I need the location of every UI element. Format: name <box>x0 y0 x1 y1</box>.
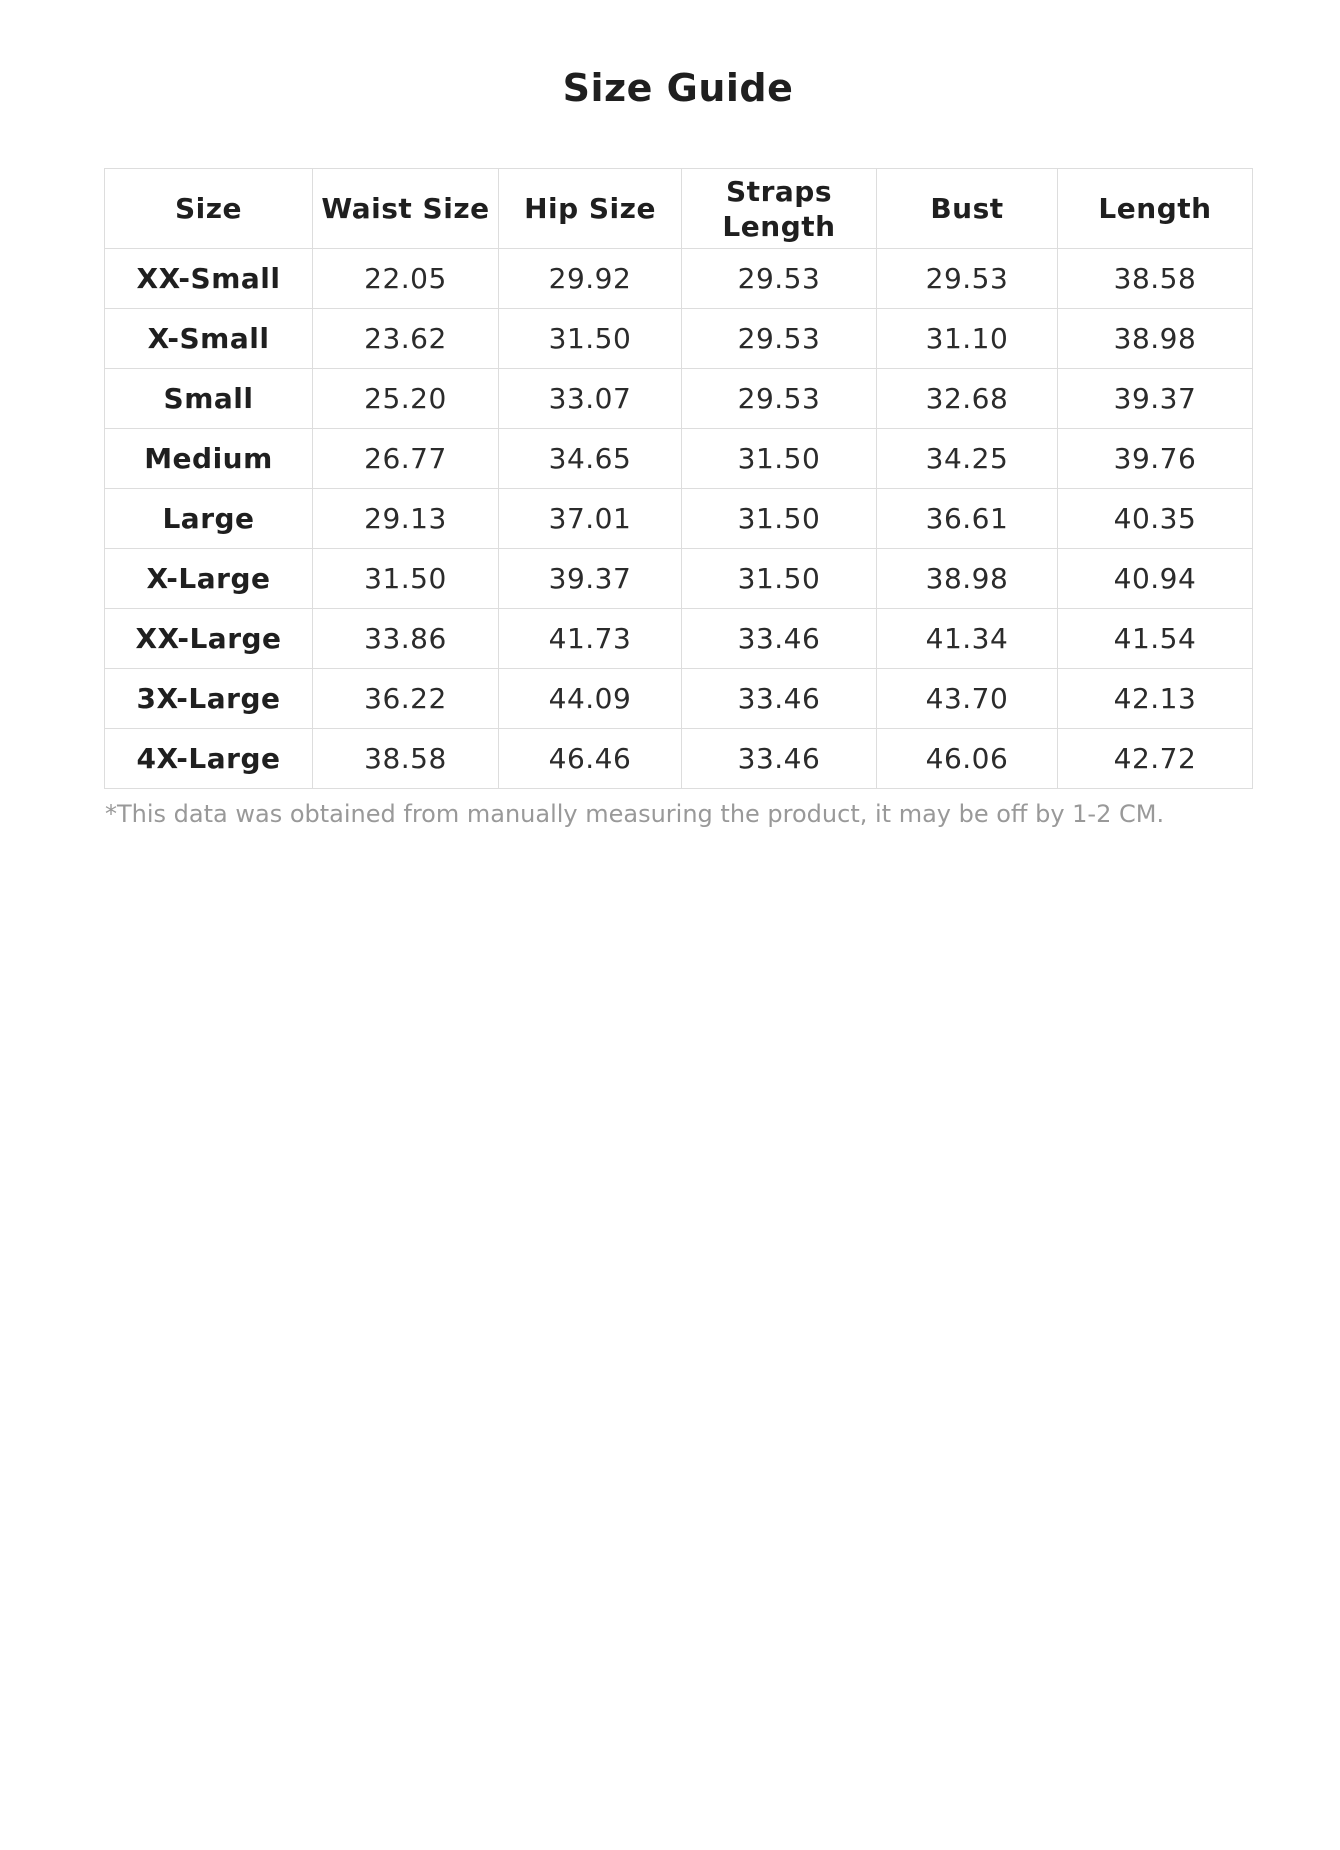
measurement-cell: 41.54 <box>1057 608 1253 669</box>
header-row: Size Waist Size Hip Size Straps Length Bust L… <box>104 168 1253 249</box>
table-row: 4X-Large 38.58 46.46 33.46 46.06 42.72 <box>104 728 1253 789</box>
table-row: 3X-Large 36.22 44.09 33.46 43.70 42.13 <box>104 668 1253 729</box>
measurement-cell: 26.77 <box>312 428 499 489</box>
measurement-cell: 29.53 <box>681 368 877 429</box>
measurement-cell: 29.13 <box>312 488 499 549</box>
measurement-cell: 23.62 <box>312 308 499 369</box>
size-label-cell: X-Small <box>104 308 313 369</box>
measurement-cell: 39.37 <box>1057 368 1253 429</box>
measurement-cell: 39.37 <box>498 548 682 609</box>
size-guide-table: Size Waist Size Hip Size Straps Length Bust L… <box>104 168 1253 789</box>
measurement-cell: 41.73 <box>498 608 682 669</box>
measurement-cell: 31.50 <box>312 548 499 609</box>
size-label-cell: 3X-Large <box>104 668 313 729</box>
measurement-cell: 46.46 <box>498 728 682 789</box>
measurement-cell: 34.65 <box>498 428 682 489</box>
table-row: Medium 26.77 34.65 31.50 34.25 39.76 <box>104 428 1253 489</box>
size-guide-section: Size Guide Size Waist Size Hip Size Straps … <box>104 65 1253 829</box>
measurement-cell: 43.70 <box>876 668 1058 729</box>
table-row: Small 25.20 33.07 29.53 32.68 39.37 <box>104 368 1253 429</box>
measurement-cell: 31.50 <box>498 308 682 369</box>
column-header-bust: Bust <box>876 168 1058 249</box>
measurement-cell: 29.53 <box>681 248 877 309</box>
size-label-cell: Small <box>104 368 313 429</box>
measurement-disclaimer: *This data was obtained from manually me… <box>105 800 1165 828</box>
measurement-cell: 31.10 <box>876 308 1058 369</box>
measurement-cell: 42.13 <box>1057 668 1253 729</box>
measurement-cell: 33.46 <box>681 668 877 729</box>
measurement-cell: 31.50 <box>681 488 877 549</box>
measurement-cell: 33.46 <box>681 728 877 789</box>
measurement-cell: 37.01 <box>498 488 682 549</box>
measurement-cell: 39.76 <box>1057 428 1253 489</box>
measurement-cell: 22.05 <box>312 248 499 309</box>
table-row: Large 29.13 37.01 31.50 36.61 40.35 <box>104 488 1253 549</box>
column-header-size: Size <box>104 168 313 249</box>
measurement-cell: 31.50 <box>681 548 877 609</box>
measurement-cell: 40.35 <box>1057 488 1253 549</box>
column-header-hip-size: Hip Size <box>498 168 682 249</box>
column-header-waist-size: Waist Size <box>312 168 499 249</box>
measurement-cell: 40.94 <box>1057 548 1253 609</box>
measurement-cell: 32.68 <box>876 368 1058 429</box>
measurement-cell: 33.86 <box>312 608 499 669</box>
size-label-cell: X-Large <box>104 548 313 609</box>
size-label-cell: Medium <box>104 428 313 489</box>
table-body: XX-Small 22.05 29.92 29.53 29.53 38.58 X-Small… <box>104 248 1253 789</box>
table-row: XX-Large 33.86 41.73 33.46 41.34 41.54 <box>104 608 1253 669</box>
measurement-cell: 29.53 <box>876 248 1058 309</box>
measurement-cell: 31.50 <box>681 428 877 489</box>
size-label-cell: XX-Large <box>104 608 313 669</box>
measurement-cell: 38.98 <box>1057 308 1253 369</box>
page-title: Size Guide <box>562 66 794 110</box>
measurement-cell: 38.58 <box>312 728 499 789</box>
measurement-cell: 29.92 <box>498 248 682 309</box>
column-header-straps-length: Straps Length <box>681 168 877 249</box>
measurement-cell: 29.53 <box>681 308 877 369</box>
table-row: XX-Small 22.05 29.92 29.53 29.53 38.58 <box>104 248 1253 309</box>
measurement-cell: 38.98 <box>876 548 1058 609</box>
measurement-cell: 42.72 <box>1057 728 1253 789</box>
measurement-cell: 36.61 <box>876 488 1058 549</box>
table-row: X-Large 31.50 39.37 31.50 38.98 40.94 <box>104 548 1253 609</box>
size-label-cell: XX-Small <box>104 248 313 309</box>
size-label-cell: 4X-Large <box>104 728 313 789</box>
table-row: X-Small 23.62 31.50 29.53 31.10 38.98 <box>104 308 1253 369</box>
column-header-length: Length <box>1057 168 1253 249</box>
measurement-cell: 34.25 <box>876 428 1058 489</box>
measurement-cell: 25.20 <box>312 368 499 429</box>
measurement-cell: 41.34 <box>876 608 1058 669</box>
table-header: Size Waist Size Hip Size Straps Length Bust L… <box>104 168 1253 249</box>
measurement-cell: 33.07 <box>498 368 682 429</box>
measurement-cell: 44.09 <box>498 668 682 729</box>
measurement-cell: 36.22 <box>312 668 499 729</box>
size-label-cell: Large <box>104 488 313 549</box>
measurement-cell: 33.46 <box>681 608 877 669</box>
measurement-cell: 46.06 <box>876 728 1058 789</box>
measurement-cell: 38.58 <box>1057 248 1253 309</box>
